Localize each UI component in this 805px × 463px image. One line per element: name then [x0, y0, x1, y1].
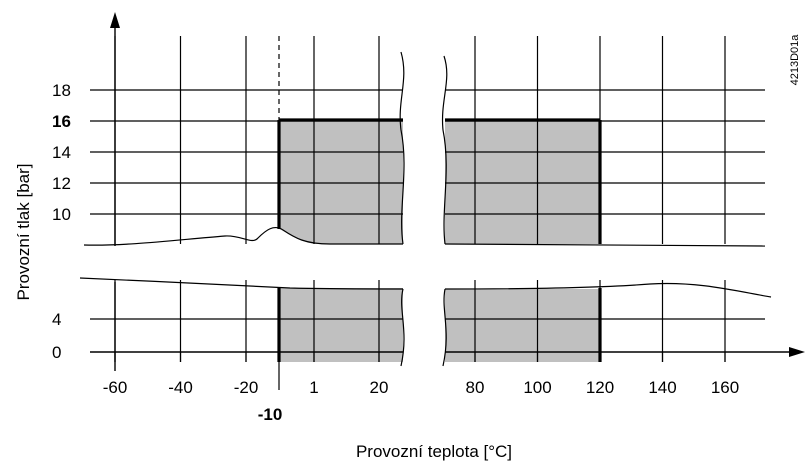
region-fill-upper-left — [279, 120, 403, 244]
break-curve-upper-right — [444, 243, 766, 247]
x-tick-label: -40 — [168, 378, 193, 397]
x-tick-label: 100 — [523, 378, 551, 397]
y-tick-label: 4 — [52, 310, 61, 329]
y-axis-title: Provozní tlak [bar] — [14, 163, 33, 300]
break-vertical-left-lower — [400, 288, 405, 367]
axes — [90, 26, 794, 371]
y-tick-label: 18 — [52, 81, 71, 100]
x-axis-arrow — [789, 347, 805, 357]
break-vertical-right-upper — [441, 55, 448, 245]
x-tick-label: 120 — [586, 378, 614, 397]
x-tick-label: 160 — [711, 378, 739, 397]
x-tick-label: -20 — [234, 378, 259, 397]
y-tick-label: 10 — [52, 205, 71, 224]
x-tick-label: -60 — [103, 378, 128, 397]
x-tick-label: 1 — [309, 378, 318, 397]
region-fill-lower-right — [445, 289, 600, 362]
x-tick-label: 80 — [466, 378, 485, 397]
y-tick-labels: 10 12 14 16 18 0 4 — [52, 81, 71, 362]
break-curve-upper — [83, 226, 403, 246]
break-curve-lower — [79, 277, 404, 290]
y-axis-arrow — [110, 12, 120, 28]
y-tick-label: 0 — [52, 343, 61, 362]
x-tick-label: 20 — [370, 378, 389, 397]
operating-region — [279, 120, 600, 362]
y-tick-label: 12 — [52, 174, 71, 193]
region-fill-upper-right — [445, 120, 600, 244]
break-vertical-right-lower — [442, 288, 447, 367]
x-axis-title: Provozní teplota [°C] — [356, 442, 512, 461]
figure-code: 4213D01a — [789, 34, 801, 86]
x-marked-tick-label: -10 — [258, 405, 283, 424]
region-borders — [277, 118, 602, 362]
x-tick-labels: -60 -40 -20 1 20 80 100 120 140 160 — [103, 378, 739, 397]
region-fill-lower-left — [279, 288, 403, 362]
axis-breaks — [79, 51, 772, 367]
y-tick-label: 14 — [52, 143, 71, 162]
grid — [90, 36, 765, 390]
y-tick-label: 16 — [52, 112, 71, 131]
break-vertical-left-upper — [399, 51, 405, 245]
break-curve-lower-right — [444, 282, 772, 298]
x-tick-label: 140 — [648, 378, 676, 397]
